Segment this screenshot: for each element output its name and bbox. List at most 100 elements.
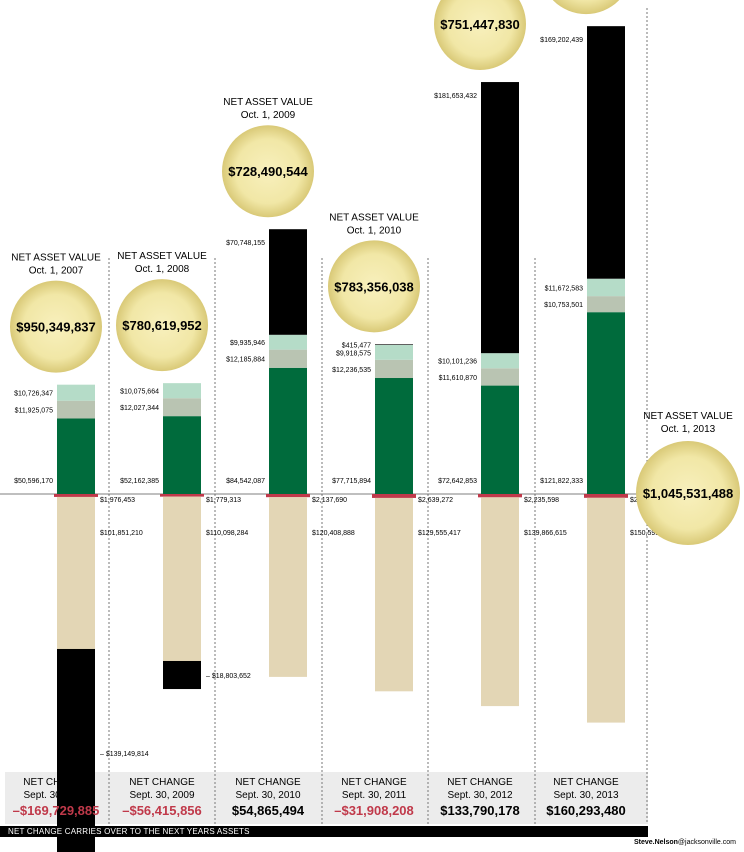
nav-date: Oct. 1, 2008: [135, 264, 190, 275]
negative-segment-1: [54, 494, 98, 497]
positive-segment-3: [375, 344, 413, 360]
positive-segment-3: [587, 278, 625, 297]
negative-segment-2: [587, 497, 625, 723]
positive-segment-1: [57, 418, 95, 494]
positive-label-2: $12,185,884: [226, 357, 265, 364]
positive-segment-2: [57, 400, 95, 419]
column-5: $72,642,853 $11,610,870 $10,101,236 $181,65…: [434, 0, 567, 818]
nav-date: Oct. 1, 2010: [347, 225, 402, 236]
positive-segment-3: [163, 383, 201, 399]
final-nav-title: NET ASSET VALUE: [643, 411, 733, 422]
positive-segment-2: [481, 368, 519, 386]
negative-segment-1: [478, 494, 522, 498]
footer-strip: [0, 826, 648, 837]
negative-label-3: – $139,149,814: [100, 751, 149, 758]
positive-label-3: $9,918,575: [336, 350, 371, 357]
net-change-value: –$31,908,208: [334, 803, 414, 818]
positive-label-2: $11,925,075: [15, 408, 54, 415]
positive-label-3: $11,672,583: [545, 285, 584, 292]
net-change-value: –$56,415,856: [122, 803, 202, 818]
negative-label-2: $139,866,615: [524, 530, 567, 537]
net-change-date: Sept. 30, 2009: [129, 790, 194, 801]
nav-value: $783,356,038: [334, 279, 414, 294]
nav-value: $751,447,830: [440, 17, 520, 32]
net-change-title: NET CHANGE: [235, 777, 301, 788]
negative-label-2: $110,098,284: [206, 530, 248, 537]
nav-circle: [10, 280, 102, 373]
net-change-value: $133,790,178: [440, 803, 520, 818]
nav-circle: [434, 0, 526, 71]
net-change-date: Sept. 30, 2013: [553, 790, 618, 801]
net-change-title: NET CHANGE: [129, 777, 195, 788]
nav-title: NET ASSET VALUE: [329, 212, 419, 223]
positive-label-1: $77,715,894: [332, 478, 371, 485]
net-change-date: Sept. 30, 2012: [447, 790, 512, 801]
positive-segment-4: [587, 26, 625, 279]
positive-segment-3: [57, 384, 95, 401]
final-nav-value: $1,045,531,488: [643, 486, 733, 501]
positive-label-1: $121,822,333: [540, 478, 583, 485]
positive-label-4: $415,477: [342, 343, 371, 350]
nav-circle: [552, 0, 620, 15]
nav-circle: [328, 240, 420, 333]
net-change-title: NET CHANGE: [447, 777, 513, 788]
positive-segment-1: [375, 378, 413, 494]
positive-label-4: $181,653,432: [434, 93, 477, 100]
positive-label-1: $50,596,170: [14, 478, 53, 485]
positive-segment-1: [481, 385, 519, 494]
negative-segment-2: [481, 497, 519, 707]
negative-segment-1: [584, 494, 628, 498]
negative-label-1: $2,639,272: [418, 497, 453, 504]
negative-segment-1: [372, 494, 416, 498]
column-2: $52,162,385 $12,027,344 $10,075,664 $1,779,…: [116, 251, 251, 818]
negative-segment-3: [163, 660, 201, 690]
negative-label-2: $120,408,888: [312, 530, 355, 537]
positive-label-2: $12,027,344: [120, 405, 159, 412]
positive-label-3: $9,935,946: [230, 340, 265, 347]
positive-segment-3: [269, 334, 307, 350]
column-6: $121,822,333 $10,753,501 $11,672,583 $169,2…: [540, 0, 673, 818]
positive-segment-4: [375, 344, 413, 345]
column-3: $84,542,087 $12,185,884 $9,935,946 $70,748,…: [222, 97, 355, 818]
negative-label-1: $1,779,313: [206, 497, 241, 504]
column-separators: [0, 8, 648, 824]
nav-title: NET ASSET VALUE: [117, 251, 207, 262]
net-change-title: NET CHANGE: [23, 777, 89, 788]
negative-segment-3: [57, 648, 95, 852]
nav-value: $950,349,837: [16, 320, 96, 335]
final-nav-circle: [636, 441, 740, 545]
positive-label-2: $12,236,535: [332, 367, 371, 374]
positive-segment-2: [375, 359, 413, 379]
negative-label-3: – $18,803,652: [206, 673, 251, 680]
positive-label-1: $72,642,853: [438, 478, 477, 485]
net-change-value: –$169,729,885: [13, 803, 100, 818]
positive-segment-1: [587, 312, 625, 494]
credit-name: Steve.Nelson: [633, 839, 678, 846]
nav-circle: [222, 125, 314, 218]
nav-date: Oct. 1, 2009: [241, 110, 296, 121]
negative-segment-2: [57, 496, 95, 649]
positive-label-1: $52,162,385: [120, 478, 159, 485]
nav-title: NET ASSET VALUE: [223, 97, 313, 108]
positive-segment-1: [269, 367, 307, 494]
positive-label-2: $11,610,870: [439, 375, 478, 382]
nav-title: NET ASSET VALUE: [11, 253, 101, 264]
negative-segment-1: [266, 494, 310, 498]
positive-label-2: $10,753,501: [544, 302, 583, 309]
negative-segment-1: [160, 494, 204, 497]
negative-label-1: $2,235,598: [524, 497, 559, 504]
net-change-band-bg: [5, 772, 648, 824]
positive-label-4: $70,748,155: [226, 240, 265, 247]
negative-label-2: $129,555,417: [418, 530, 461, 537]
net-change-title: NET CHANGE: [341, 777, 407, 788]
positive-label-4: $169,202,439: [540, 37, 583, 44]
credit-line: Steve.Nelson@jacksonville.com: [634, 838, 736, 848]
net-change-title: NET CHANGE: [553, 777, 619, 788]
net-change-band: [5, 772, 648, 824]
negative-segment-2: [375, 497, 413, 692]
chart-columns: $50,596,170 $11,925,075 $10,726,347 $1,976,…: [10, 0, 673, 852]
positive-segment-2: [163, 398, 201, 417]
credit-site: @jacksonville.com: [677, 839, 736, 846]
negative-label-1: $2,137,690: [312, 497, 347, 504]
column-1: $50,596,170 $11,925,075 $10,726,347 $1,976,…: [10, 253, 149, 852]
